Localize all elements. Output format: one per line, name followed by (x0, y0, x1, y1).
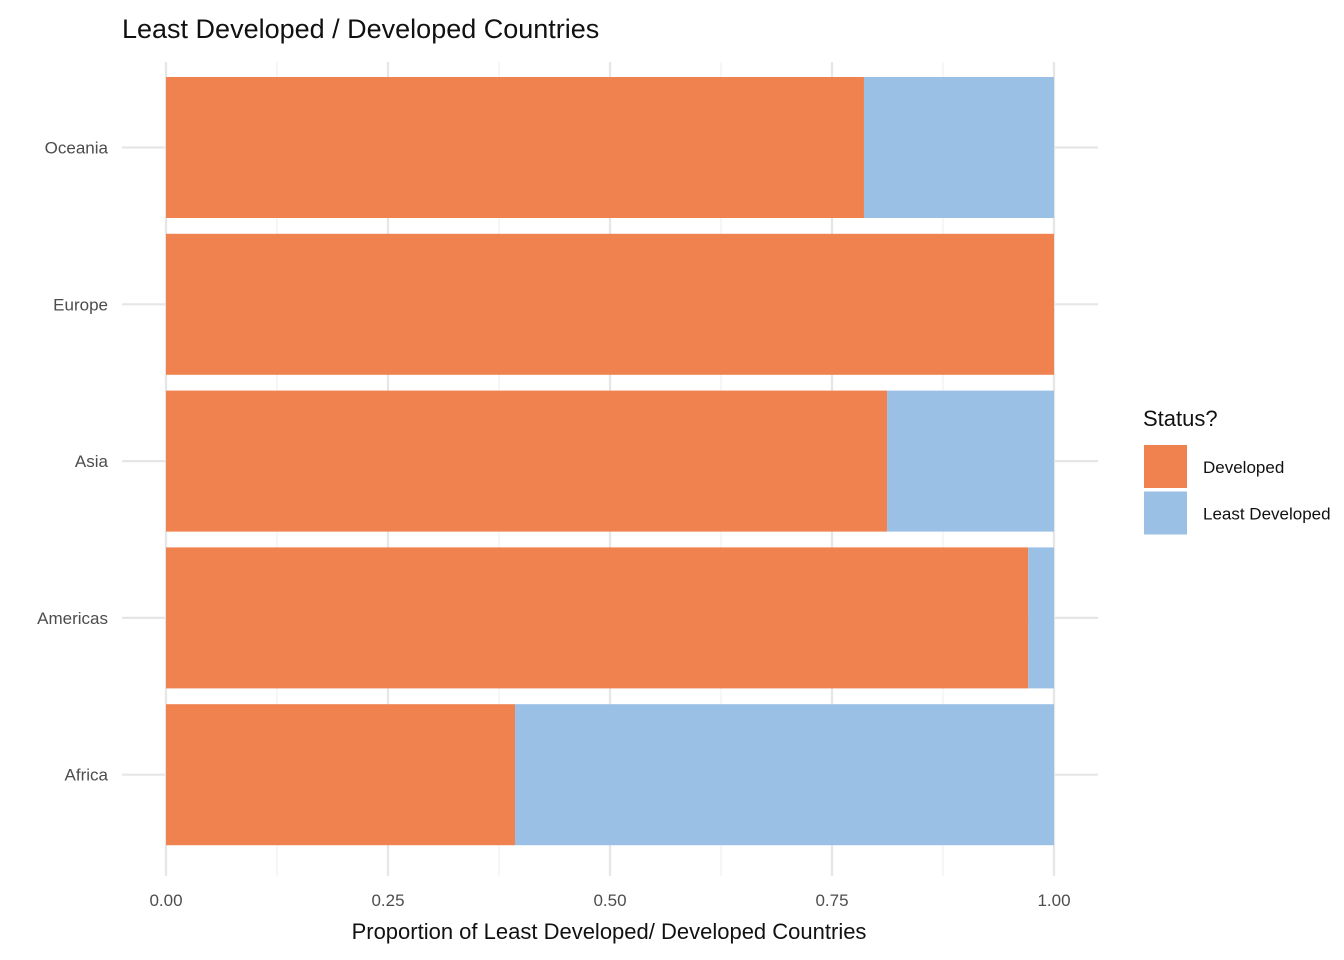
bar-least-developed-asia (887, 390, 1054, 532)
x-axis-ticks: 0.00 0.25 0.50 0.75 1.00 (149, 891, 1070, 910)
legend-key-least-developed (1144, 491, 1187, 535)
x-tick-label: 0.50 (593, 891, 626, 910)
x-axis-label: Proportion of Least Developed/ Developed… (352, 919, 867, 944)
y-tick-label: Africa (65, 766, 109, 785)
bar-least-developed-africa (514, 704, 1054, 846)
x-tick-label: 0.25 (371, 891, 404, 910)
x-tick-label: 1.00 (1037, 891, 1070, 910)
bars (166, 77, 1054, 846)
x-tick-label: 0.00 (149, 891, 182, 910)
chart-title: Least Developed / Developed Countries (122, 14, 599, 44)
bar-least-developed-oceania (863, 77, 1054, 218)
legend-key-developed (1144, 445, 1187, 488)
y-tick-label: Oceania (45, 139, 109, 158)
y-tick-label: Europe (53, 295, 108, 314)
bar-developed-europe (166, 233, 1054, 375)
x-tick-label: 0.75 (815, 891, 848, 910)
bar-developed-asia (166, 390, 888, 532)
y-tick-label: Asia (75, 452, 109, 471)
legend-title: Status? (1143, 406, 1218, 431)
bar-developed-oceania (166, 77, 864, 218)
legend: Status? Developed Least Developed (1143, 406, 1331, 535)
bar-least-developed-americas (1028, 547, 1054, 689)
legend-label: Least Developed (1203, 505, 1331, 524)
y-tick-label: Americas (37, 609, 108, 628)
y-axis-ticks: Africa Americas Asia Europe Oceania (37, 139, 108, 785)
bar-developed-americas (166, 547, 1029, 689)
legend-label: Developed (1203, 458, 1284, 477)
bar-developed-africa (166, 704, 515, 846)
